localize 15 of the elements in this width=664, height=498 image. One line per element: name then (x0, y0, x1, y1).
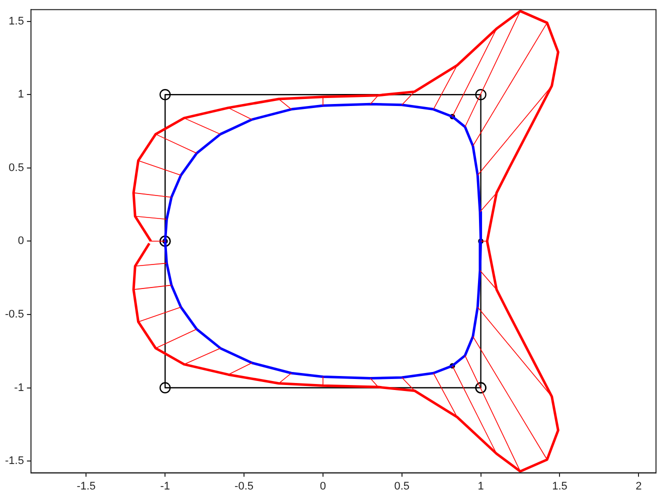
y-tick-label: -0.5 (4, 308, 24, 321)
y-tick-label: 0.5 (8, 162, 24, 174)
y-tick-label: 0 (18, 235, 24, 248)
x-tick-label: -1.5 (76, 480, 96, 492)
x-tick-label: 0 (320, 480, 326, 492)
y-tick-label: 1 (18, 88, 24, 101)
x-tick-label: 1.5 (552, 480, 568, 492)
x-tick-label: -0.5 (234, 480, 254, 492)
y-tick-label: -1 (14, 382, 24, 394)
x-tick-label: 1 (478, 480, 484, 492)
x-tick-label: -1 (160, 480, 170, 492)
y-tick-label: 1.5 (8, 15, 24, 28)
x-tick-label: 0.5 (394, 480, 410, 492)
x-tick-label: 2 (636, 480, 642, 492)
y-tick-label: -1.5 (4, 455, 24, 468)
